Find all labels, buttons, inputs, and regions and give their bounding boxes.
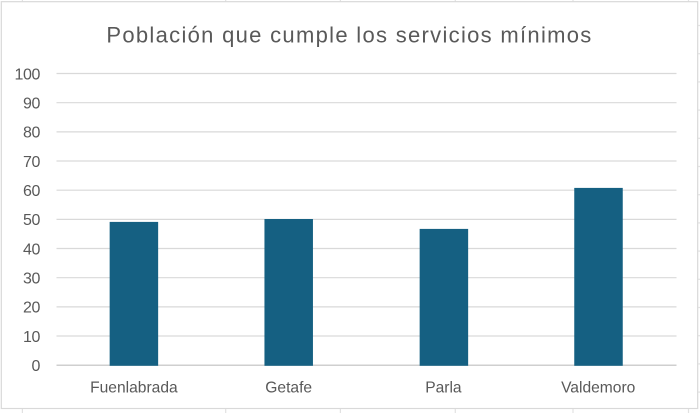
svg-text:Fuenlabrada: Fuenlabrada xyxy=(90,379,178,396)
svg-text:Población que cumple los servi: Población que cumple los servicios mínim… xyxy=(106,23,592,48)
svg-text:Parla: Parla xyxy=(425,379,462,396)
svg-text:20: 20 xyxy=(23,300,40,317)
svg-text:60: 60 xyxy=(23,183,40,200)
svg-text:80: 80 xyxy=(23,125,40,142)
svg-text:Valdemoro: Valdemoro xyxy=(561,379,636,396)
svg-text:30: 30 xyxy=(23,271,40,288)
svg-text:100: 100 xyxy=(15,66,41,83)
svg-text:0: 0 xyxy=(32,358,41,375)
svg-text:70: 70 xyxy=(23,154,40,171)
svg-text:40: 40 xyxy=(23,241,40,258)
svg-text:50: 50 xyxy=(23,212,40,229)
svg-text:Getafe: Getafe xyxy=(265,379,312,396)
svg-text:10: 10 xyxy=(23,329,40,346)
svg-text:90: 90 xyxy=(23,96,40,113)
